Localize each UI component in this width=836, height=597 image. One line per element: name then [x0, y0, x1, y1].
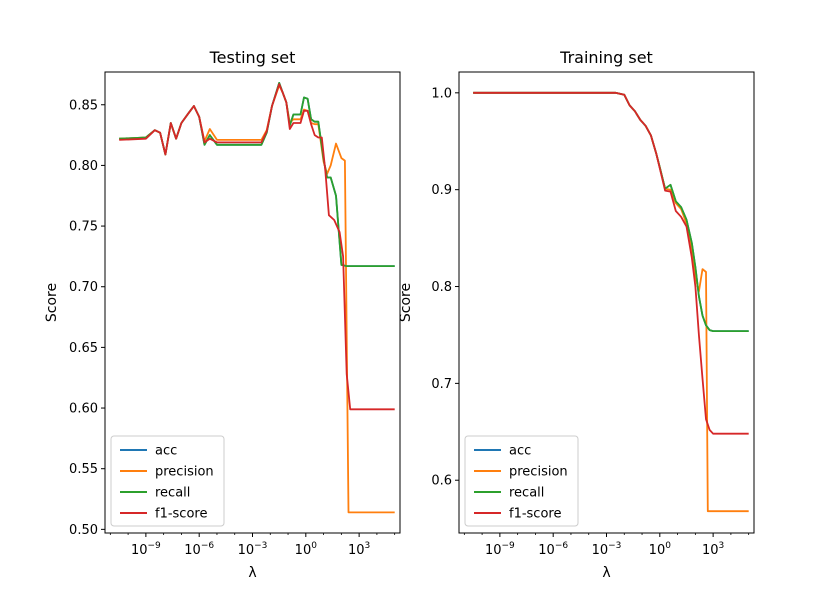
testing-ytick-label: 0.85: [69, 98, 98, 113]
training-xtick-label: 100: [649, 541, 672, 558]
testing-ytick-label: 0.75: [69, 220, 98, 235]
training-xtick-label-power: 0: [665, 541, 671, 551]
testing-xtick-label-base: 10: [295, 543, 312, 558]
training-xtick-label: 10−6: [538, 541, 568, 558]
training-xtick-label: 10−3: [592, 541, 622, 558]
testing-ylabel: Score: [44, 283, 60, 322]
testing-ytick-label: 0.70: [69, 280, 98, 295]
training-xtick-label-base: 10: [702, 543, 719, 558]
testing-xtick-label: 10−9: [131, 541, 161, 558]
training-legend: acc precision recall f1-score: [464, 435, 579, 527]
testing-xtick-label: 103: [348, 541, 370, 558]
training-xtick-label-power: −9: [502, 541, 516, 551]
testing-xtick-label-power: −9: [148, 541, 162, 551]
testing-xtick-label-base: 10: [348, 543, 365, 558]
testing-series-line-f1-score: [119, 83, 395, 411]
training-legend-label-recall: recall: [509, 486, 544, 501]
testing-xtick-label-power: −3: [254, 541, 267, 551]
testing-legend: acc precision recall f1-score: [110, 435, 225, 527]
testing-chart: Testing set 0.50 0.55 0.60 0.65 0.70 0.75 0.80 0…: [44, 48, 401, 581]
testing-series-line-acc: [119, 82, 395, 268]
testing-xtick-label: 100: [295, 541, 318, 558]
testing-ytick-label: 0.65: [69, 341, 98, 356]
testing-ytick-label: 0.55: [69, 462, 98, 477]
testing-xtick-label-base: 10: [238, 543, 255, 558]
training-title: Training set: [559, 48, 653, 67]
training-xtick-label: 103: [702, 541, 724, 558]
testing-legend-label-precision: precision: [155, 465, 214, 480]
testing-title: Testing set: [209, 48, 296, 67]
testing-legend-box: [110, 435, 225, 527]
testing-xtick-label-base: 10: [131, 543, 148, 558]
testing-series-group: [119, 82, 395, 514]
training-legend-box: [464, 435, 579, 527]
training-ytick-label: 0.8: [431, 280, 452, 295]
testing-xtick-label-power: 0: [311, 541, 317, 551]
testing-xlabel: λ: [248, 565, 256, 581]
training-ytick-label: 1.0: [431, 86, 452, 101]
training-xtick-label-base: 10: [592, 543, 609, 558]
training-series-line-acc: [473, 91, 749, 333]
training-legend-label-f1-score: f1-score: [509, 507, 561, 522]
training-xtick-label-base: 10: [649, 543, 666, 558]
training-xtick-label-base: 10: [538, 543, 555, 558]
training-ytick-label: 0.9: [431, 183, 452, 198]
testing-legend-label-f1-score: f1-score: [155, 507, 207, 522]
testing-ytick-label: 0.60: [69, 402, 98, 417]
training-xtick-label: 10−9: [485, 541, 515, 558]
training-xlabel: λ: [602, 565, 610, 581]
training-series-line-f1-score: [473, 91, 749, 435]
testing-xtick-label: 10−6: [184, 541, 214, 558]
training-ytick-label: 0.6: [431, 474, 452, 489]
testing-xtick-label-power: 3: [365, 541, 371, 551]
testing-xtick-label-base: 10: [184, 543, 201, 558]
training-xtick-label-power: 3: [719, 541, 725, 551]
training-ylabel: Score: [398, 283, 414, 322]
testing-xtick-label: 10−3: [238, 541, 268, 558]
testing-ytick-label: 0.80: [69, 159, 98, 174]
training-xtick-label-power: −6: [555, 541, 569, 551]
testing-xtick-label-power: −6: [201, 541, 215, 551]
training-series-group: [473, 91, 749, 513]
testing-legend-label-acc: acc: [155, 444, 177, 459]
training-series-line-recall: [473, 91, 749, 333]
testing-series-line-recall: [119, 82, 395, 268]
training-ytick-label: 0.7: [431, 377, 452, 392]
training-legend-label-precision: precision: [509, 465, 568, 480]
training-xtick-label-base: 10: [485, 543, 502, 558]
testing-ytick-label: 0.50: [69, 523, 98, 538]
testing-legend-label-recall: recall: [155, 486, 190, 501]
training-legend-label-acc: acc: [509, 444, 531, 459]
training-xtick-label-power: −3: [608, 541, 621, 551]
